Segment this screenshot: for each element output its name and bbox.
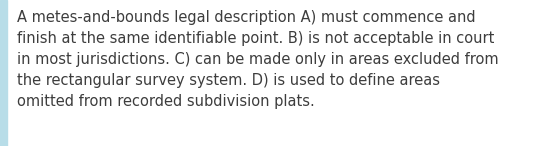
Text: A metes-and-bounds legal description A) must commence and
finish at the same ide: A metes-and-bounds legal description A) … — [17, 10, 498, 109]
Bar — [0, 0, 7, 146]
